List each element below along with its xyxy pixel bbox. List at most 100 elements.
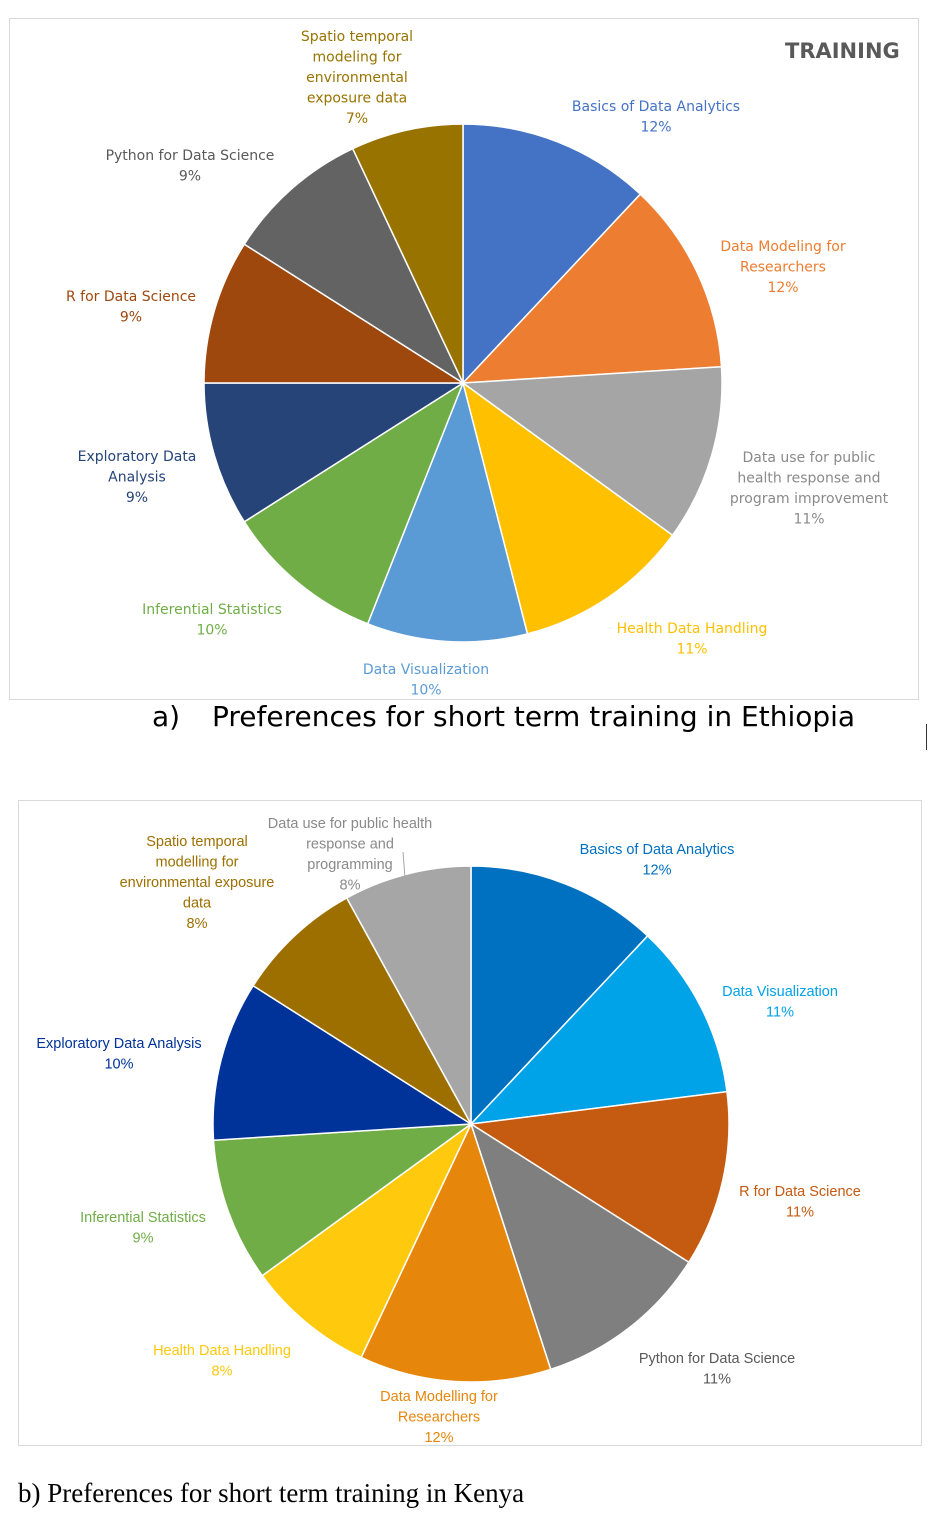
slice-label-line: Data use for public health	[268, 816, 432, 832]
slice-label-line: response and	[306, 837, 394, 853]
slice-label: Health Data Handling 11%	[617, 621, 768, 658]
pie-slice	[468, 1090, 730, 1264]
slice-percent: 11%	[793, 512, 824, 528]
slice-label: Data use for public health response and pr…	[268, 816, 432, 894]
slice-label: Data Modelling for Researchers 12%	[380, 1389, 498, 1446]
pie-slice	[461, 381, 674, 635]
slice-percent: 12%	[424, 1430, 453, 1446]
slice-label-line: Python for Data Science	[639, 1351, 795, 1367]
slice-label: Exploratory Data Analysis 9%	[78, 449, 197, 506]
slice-percent: 11%	[703, 1372, 731, 1388]
pie-slice	[243, 147, 465, 386]
slice-label: R for Data Science 9%	[66, 289, 196, 326]
slice-label: Data Visualization 11%	[722, 984, 838, 1021]
slice-label-line: health response and	[737, 471, 880, 487]
pie-slice	[212, 984, 474, 1141]
caption-text: Preferences for short term training in E…	[212, 700, 856, 733]
slice-percent: 12%	[640, 120, 671, 136]
pie-slice	[366, 380, 529, 643]
slice-percent: 11%	[766, 1005, 794, 1021]
caption-letter: a)	[152, 700, 181, 733]
slice-label: Inferential Statistics 10%	[142, 602, 282, 639]
slice-label-line: Health Data Handling	[617, 621, 768, 637]
slice-label-line: Data Modeling for	[720, 239, 846, 255]
pie-slice	[462, 123, 642, 385]
caption-kenya: b) Preferences for short term training i…	[18, 1478, 525, 1508]
slice-label-line: modeling for	[313, 50, 402, 66]
slice-label-line: R for Data Science	[739, 1184, 861, 1200]
slice-label: Health Data Handling 8%	[153, 1343, 291, 1380]
pie-slice	[203, 243, 466, 384]
slice-label-line: Researchers	[740, 260, 826, 276]
pie-slice	[469, 1122, 690, 1371]
pie-slice	[469, 934, 728, 1126]
slice-label-line: environmental	[306, 70, 408, 86]
slice-label-line: modelling for	[155, 855, 238, 871]
slice-label-line: programming	[307, 857, 392, 873]
slice-percent: 8%	[187, 916, 208, 932]
slice-label-line: data	[183, 896, 212, 912]
slice-label-line: Data Modelling for	[380, 1389, 498, 1405]
slice-label: Spatio temporal modeling for environmental…	[301, 29, 413, 127]
caption-ethiopia: a) Preferences for short term training in…	[152, 700, 872, 733]
slice-label-line: Exploratory Data	[78, 449, 197, 465]
slice-percent: 8%	[340, 878, 361, 894]
slice-percent: 9%	[179, 169, 201, 185]
slice-label-line: Spatio temporal	[301, 29, 413, 45]
divider-mark	[926, 724, 927, 750]
slice-label-line: Basics of Data Analytics	[572, 99, 740, 115]
pie-slice	[461, 193, 723, 384]
slice-percent: 10%	[410, 683, 441, 699]
slice-label-line: Spatio temporal	[146, 834, 248, 850]
slice-label: R for Data Science 11%	[739, 1184, 861, 1221]
slice-label-line: Data Visualization	[722, 984, 838, 1000]
slice-label-line: Data Visualization	[363, 662, 489, 678]
pie-slice	[252, 896, 472, 1125]
slice-label: Basics of Data Analytics 12%	[580, 842, 735, 879]
slice-label: Python for Data Science 9%	[106, 148, 275, 185]
slice-percent: 10%	[104, 1057, 133, 1073]
slice-label-line: Health Data Handling	[153, 1343, 291, 1359]
slice-label: Inferential Statistics 9%	[80, 1210, 206, 1247]
slice-percent: 9%	[133, 1231, 154, 1247]
slice-label-line: environmental exposure	[120, 875, 275, 891]
slice-label-line: Python for Data Science	[106, 148, 275, 164]
slice-label: Exploratory Data Analysis 10%	[36, 1036, 201, 1073]
pie-slice	[212, 1123, 474, 1277]
slice-percent: 9%	[120, 310, 142, 326]
pie-slice	[470, 865, 649, 1126]
slice-label-line: Basics of Data Analytics	[580, 842, 735, 858]
slice-label-line: program improvement	[730, 491, 889, 507]
pie-slice	[360, 1121, 552, 1383]
chart-title: TRAINING	[785, 39, 900, 63]
slice-label-line: exposure data	[307, 91, 407, 107]
slice-label: Data use for public health response and pr…	[730, 450, 889, 528]
slice-label-line: Analysis	[108, 470, 166, 486]
slice-label: Data Visualization 10%	[363, 662, 489, 699]
slice-percent: 11%	[786, 1205, 814, 1221]
slice-label-line: Inferential Statistics	[80, 1210, 206, 1226]
slice-percent: 12%	[642, 863, 671, 879]
leader-line	[402, 851, 406, 879]
slice-label: Data Modeling for Researchers 12%	[720, 239, 846, 296]
slice-percent: 12%	[767, 280, 798, 296]
slice-percent: 7%	[346, 111, 368, 127]
slice-label-line: R for Data Science	[66, 289, 196, 305]
pie-slice	[203, 382, 466, 523]
pie-slice	[351, 123, 464, 384]
pie-slice	[261, 1123, 472, 1359]
slice-label: Python for Data Science 11%	[639, 1351, 795, 1388]
pie-slice	[460, 365, 723, 537]
slice-label: Basics of Data Analytics 12%	[572, 99, 740, 136]
pie-slice	[345, 865, 472, 1125]
slice-percent: 9%	[126, 490, 148, 506]
slice-percent: 8%	[212, 1364, 233, 1380]
slice-percent: 11%	[676, 642, 707, 658]
slice-label-line: Inferential Statistics	[142, 602, 282, 618]
slice-label-line: Data use for public	[743, 450, 876, 466]
slice-label-line: Exploratory Data Analysis	[36, 1036, 201, 1052]
slice-label: Spatio temporal modelling for environmenta…	[120, 834, 275, 932]
slice-label-line: Researchers	[398, 1410, 480, 1426]
pie-slice	[243, 381, 465, 625]
